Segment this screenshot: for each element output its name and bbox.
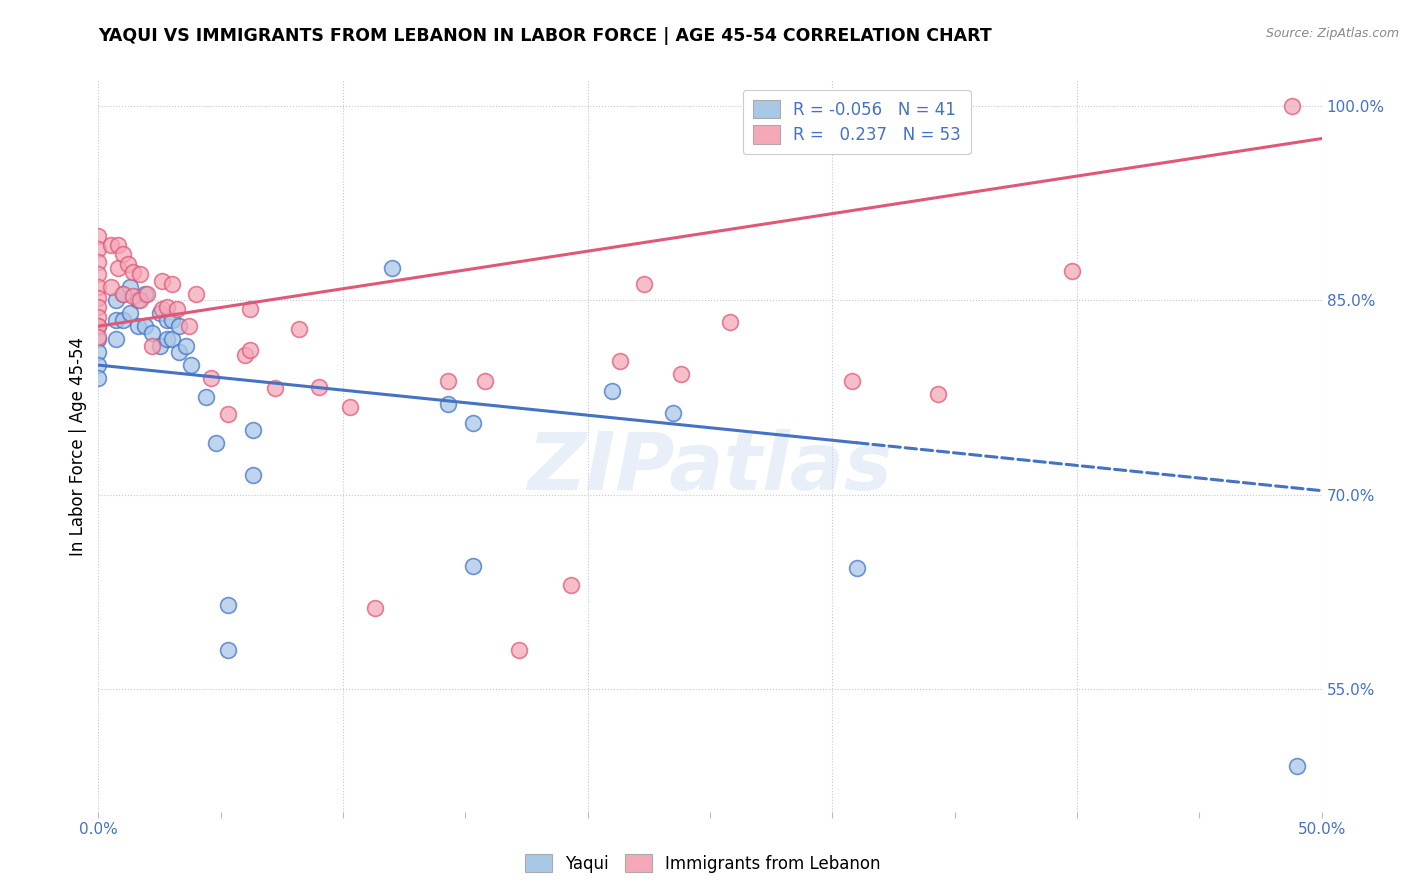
Point [217, 598, 239, 612]
Point [87, 300, 110, 314]
Point [121, 265, 143, 279]
Point [176, 339, 198, 353]
Point [662, 406, 685, 420]
Point [87, 319, 110, 334]
Point [437, 374, 460, 388]
Point [156, 332, 179, 346]
Point [1062, 263, 1084, 277]
Point [167, 319, 190, 334]
Point [87, 358, 110, 372]
Point [87, 242, 110, 256]
Point [149, 339, 172, 353]
Point [141, 339, 163, 353]
Point [134, 286, 156, 301]
Point [233, 348, 256, 362]
Point [87, 319, 110, 334]
Point [195, 391, 218, 405]
Point [1281, 99, 1303, 113]
Text: Source: ZipAtlas.com: Source: ZipAtlas.com [1265, 27, 1399, 40]
Point [111, 246, 134, 260]
Point [141, 326, 163, 340]
Point [87, 371, 110, 385]
Point [129, 293, 152, 308]
Point [242, 468, 264, 483]
Point [149, 306, 172, 320]
Point [104, 312, 127, 326]
Point [177, 319, 200, 334]
Point [117, 257, 139, 271]
Point [217, 407, 239, 421]
Point [927, 386, 949, 401]
Point [263, 381, 285, 395]
Point [1286, 759, 1309, 773]
Point [87, 228, 110, 243]
Point [150, 302, 173, 317]
Point [107, 260, 129, 275]
Point [111, 286, 134, 301]
Point [129, 268, 152, 282]
Point [560, 578, 582, 592]
Point [288, 322, 311, 336]
Text: YAQUI VS IMMIGRANTS FROM LEBANON IN LABOR FORCE | AGE 45-54 CORRELATION CHART: YAQUI VS IMMIGRANTS FROM LEBANON IN LABO… [98, 27, 993, 45]
Point [104, 293, 127, 308]
Point [156, 300, 179, 314]
Point [205, 435, 228, 450]
Point [160, 312, 183, 326]
Point [87, 254, 110, 268]
Point [87, 329, 110, 343]
Point [186, 286, 208, 301]
Point [136, 286, 159, 301]
Text: ZIPatlas: ZIPatlas [527, 429, 893, 507]
Point [121, 289, 143, 303]
Point [200, 371, 222, 385]
Point [600, 384, 623, 398]
Point [127, 293, 149, 308]
Point [474, 374, 496, 388]
Point [104, 332, 127, 346]
Point [120, 306, 142, 320]
Point [669, 367, 692, 381]
Point [87, 291, 110, 305]
Point [127, 319, 149, 334]
Point [508, 643, 530, 657]
Point [87, 332, 110, 346]
Y-axis label: In Labor Force | Age 45-54: In Labor Force | Age 45-54 [69, 336, 87, 556]
Legend: R = -0.056   N = 41, R =   0.237   N = 53: R = -0.056 N = 41, R = 0.237 N = 53 [742, 90, 970, 154]
Point [180, 358, 202, 372]
Point [156, 312, 179, 326]
Point [100, 280, 122, 294]
Point [87, 280, 110, 294]
Point [364, 601, 387, 615]
Point [160, 277, 183, 291]
Point [437, 397, 460, 411]
Point [339, 400, 361, 414]
Point [239, 343, 262, 357]
Point [107, 237, 129, 252]
Point [167, 345, 190, 359]
Legend: Yaqui, Immigrants from Lebanon: Yaqui, Immigrants from Lebanon [519, 847, 887, 880]
Point [120, 280, 142, 294]
Point [633, 277, 655, 291]
Point [841, 374, 863, 388]
Point [87, 345, 110, 359]
Point [150, 274, 173, 288]
Point [461, 417, 484, 431]
Point [134, 319, 156, 334]
Point [845, 561, 868, 575]
Point [100, 237, 122, 252]
Point [166, 302, 188, 317]
Point [718, 315, 741, 329]
Point [461, 558, 484, 573]
Point [239, 302, 262, 317]
Point [609, 354, 631, 368]
Point [111, 312, 134, 326]
Point [160, 332, 183, 346]
Point [87, 268, 110, 282]
Point [242, 423, 264, 437]
Point [87, 310, 110, 325]
Point [308, 380, 330, 394]
Point [217, 643, 239, 657]
Point [381, 260, 404, 275]
Point [111, 286, 134, 301]
